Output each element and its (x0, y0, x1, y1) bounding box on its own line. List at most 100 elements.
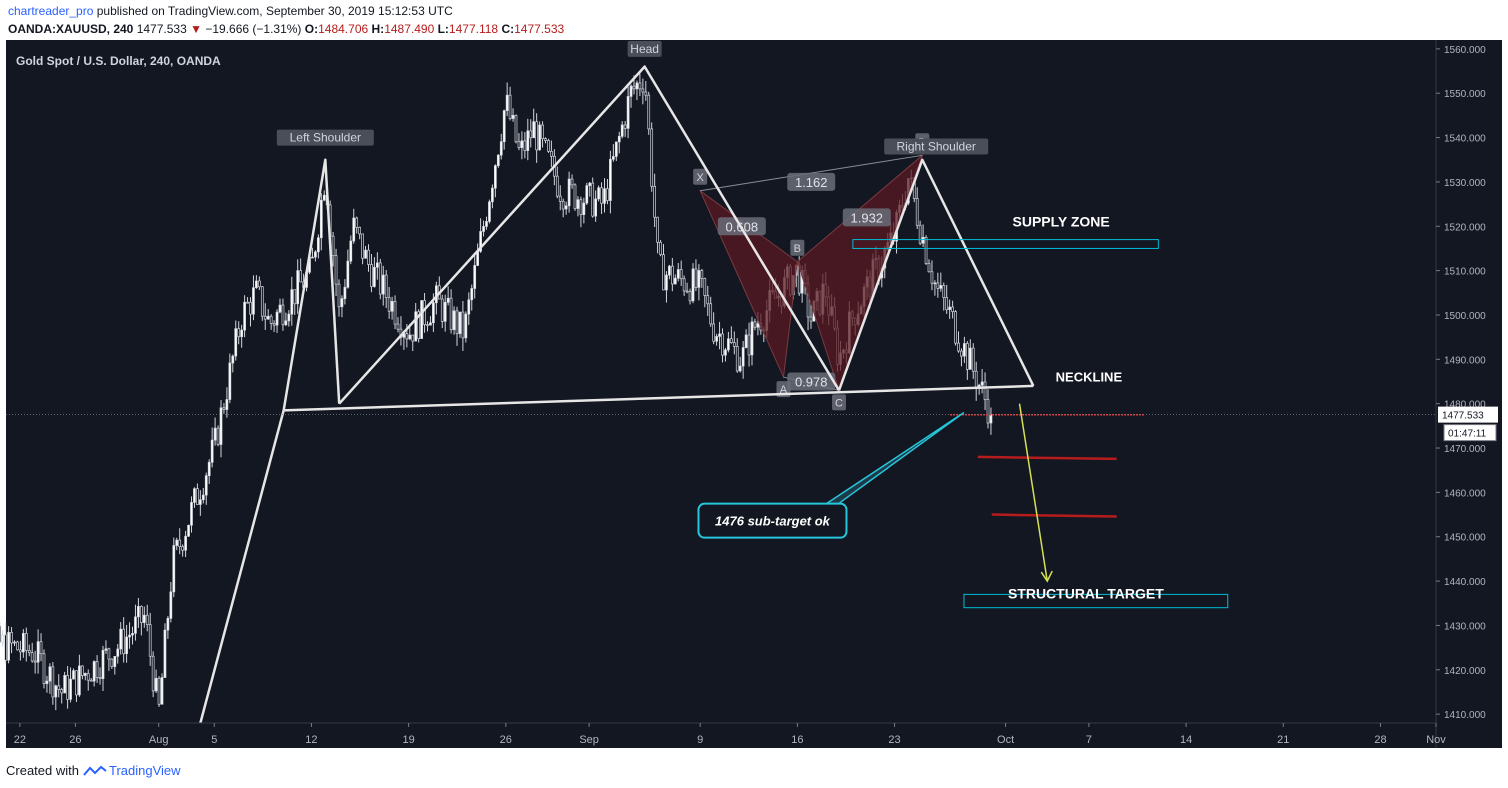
candle-body (511, 114, 515, 119)
candle-body (352, 217, 356, 242)
down-triangle-icon: ▼ (190, 22, 202, 36)
supply-zone-box (852, 239, 1159, 249)
candle-body (154, 677, 158, 692)
candle-body (198, 499, 202, 505)
candle-body (712, 323, 715, 342)
candle-body (358, 227, 361, 235)
x-tick-label: 12 (305, 734, 317, 746)
candle-body (346, 260, 350, 288)
close-label: C: (501, 22, 515, 36)
candle-body (72, 670, 75, 680)
tradingview-link[interactable]: TradingView (83, 763, 181, 778)
candle-body (933, 282, 937, 285)
candle-body (160, 677, 164, 705)
candle-body (467, 299, 471, 315)
candle-body (201, 494, 205, 501)
pattern-line-uptrend (199, 410, 285, 724)
candle-body (54, 685, 58, 698)
candle-body (458, 311, 462, 334)
candle-body (732, 342, 736, 347)
candle-body (296, 270, 300, 305)
candle-body (30, 652, 34, 662)
candle-body (178, 539, 182, 547)
axes-layer: 1560.000 1550.000 1540.000 1530.000 1520.000… (6, 40, 1502, 748)
harmonic-ratio-label: 0.978 (795, 375, 828, 390)
candle-body (237, 328, 241, 338)
candle-body (564, 205, 568, 210)
candle-body (396, 323, 400, 330)
candle-body (408, 334, 412, 340)
candle-body (187, 524, 190, 537)
candle-body (591, 182, 595, 217)
author-link[interactable]: chartreader_pro (8, 4, 94, 18)
last-price: 1477.533 (136, 22, 187, 36)
candle-body (98, 677, 102, 679)
candle-body (190, 502, 193, 526)
candle-body (629, 85, 633, 97)
candle-body (960, 350, 963, 357)
candle-body (51, 666, 55, 698)
x-tick-label: 14 (1180, 734, 1192, 746)
candle-body (39, 641, 43, 655)
candle-body (57, 685, 61, 690)
y-tick-label: 1430.000 (1444, 621, 1486, 632)
harmonic-point-badge (790, 239, 805, 256)
harmonic-ratio-badge (787, 172, 836, 191)
candle-body (582, 202, 586, 216)
candle-body (685, 290, 689, 293)
y-tick-label: 1490.000 (1444, 355, 1486, 366)
candle-body (617, 135, 621, 143)
price-scale-background (1436, 40, 1502, 748)
candle-body (45, 680, 49, 684)
candle-body (529, 130, 533, 139)
symbol-label: OANDA:XAUUSD, 240 (8, 22, 134, 36)
candle-body (281, 304, 285, 326)
candle-body (980, 381, 984, 386)
candle-body (175, 539, 179, 546)
candle-body (688, 291, 692, 302)
x-tick-label: 7 (1086, 734, 1092, 746)
candle-body (697, 270, 701, 288)
candle-body (446, 297, 450, 303)
price-chart[interactable]: Gold Spot / U.S. Dollar, 240, OANDA X A B C… (0, 40, 1508, 750)
candle-body (464, 313, 468, 339)
pattern-label: Right Shoulder (896, 139, 975, 153)
candle-body (128, 634, 131, 638)
harmonic-point-label: B (794, 243, 801, 255)
change-value: −19.666 (−1.31%) (205, 22, 302, 36)
harmonic-ratio-label: 1.932 (851, 210, 884, 225)
candle-body (196, 488, 199, 505)
y-tick-label: 1530.000 (1444, 178, 1486, 189)
candle-body (535, 121, 538, 151)
candle-body (585, 185, 589, 204)
candle-body (225, 399, 229, 410)
candle-body (715, 336, 718, 342)
candle-body (393, 301, 397, 325)
candle-body (983, 381, 987, 400)
candle-body (319, 199, 323, 239)
candle-body (131, 632, 134, 636)
candle-body (193, 488, 196, 503)
candle-body (550, 150, 553, 157)
candle-body (405, 333, 409, 340)
candle-body (606, 188, 609, 201)
candle-body (216, 427, 220, 445)
y-tick-label: 1510.000 (1444, 267, 1486, 278)
candle-body (210, 439, 214, 463)
chart-title: Gold Spot / U.S. Dollar, 240, OANDA (16, 54, 221, 68)
candle-body (532, 121, 536, 139)
candle-body (80, 665, 84, 676)
candle-body (284, 320, 288, 326)
candle-body (119, 628, 123, 650)
candle-body (611, 156, 615, 160)
candle-body (63, 675, 66, 694)
candle-body (373, 266, 376, 287)
candle-body (963, 343, 966, 357)
candle-body (488, 201, 491, 222)
candle-body (653, 185, 656, 218)
candle-body (541, 124, 544, 139)
candle-body (122, 628, 125, 655)
candle-body (573, 184, 577, 209)
candle-body (275, 311, 279, 326)
candle-body (461, 311, 465, 339)
